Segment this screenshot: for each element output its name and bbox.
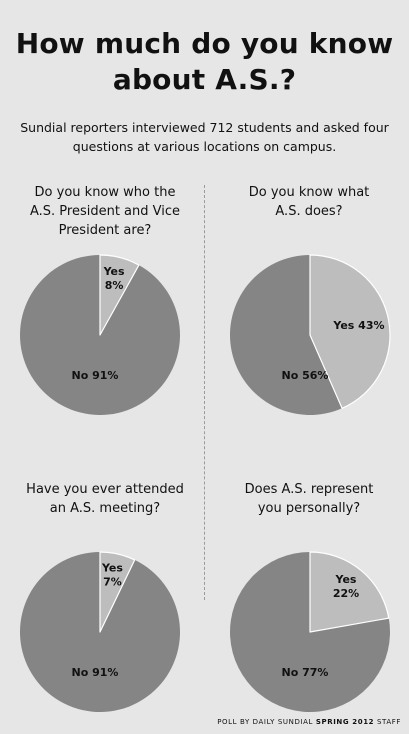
column-divider <box>204 185 205 600</box>
pie-1-no-label: No 91% <box>72 369 119 382</box>
pie-1-yes-slice <box>99 254 140 336</box>
pie-3-no-label: No 91% <box>72 666 119 679</box>
question-3-line-2: an A.S. meeting? <box>49 501 161 516</box>
credit-bold: SPRING 2012 <box>315 718 375 726</box>
question-3: Have you ever attended an A.S. meeting? <box>10 480 200 518</box>
question-2-line-2: A.S. does? <box>275 204 343 219</box>
question-2: Do you know what A.S. does? <box>214 183 404 221</box>
title-line-1: How much do you know <box>15 27 394 60</box>
infographic-title: How much do you know about A.S.? <box>0 26 409 98</box>
subtitle-line-1: Sundial reporters interviewed 712 studen… <box>20 120 389 135</box>
pie-2-no-label: No 56% <box>282 369 329 382</box>
pie-4-no-label: No 77% <box>282 666 329 679</box>
question-4: Does A.S. represent you personally? <box>214 480 404 518</box>
question-1-line-1: Do you know who the <box>34 185 176 200</box>
pie-3-yes-value: 7% <box>103 575 122 588</box>
pie-3-yes-slice <box>99 551 136 633</box>
question-1: Do you know who the A.S. President and V… <box>10 183 200 240</box>
title-line-2: about A.S.? <box>112 63 297 96</box>
question-1-line-2: A.S. President and Vice <box>29 204 181 219</box>
pie-3-yes-label: Yes <box>101 561 123 574</box>
credit-part-1: POLL BY DAILY SUNDIAL <box>217 718 314 726</box>
pie-1-yes-value: 8% <box>105 279 124 292</box>
pie-2-yes-label: Yes 43% <box>332 319 384 332</box>
question-2-line-1: Do you know what <box>248 185 370 200</box>
question-1-line-3: President are? <box>58 223 152 238</box>
question-3-line-1: Have you ever attended <box>26 482 184 497</box>
pie-2-no-slice <box>230 255 343 415</box>
pie-4-yes-slice <box>309 551 390 633</box>
pie-chart-2: Yes 43% No 56% <box>230 254 391 415</box>
poll-credit: POLL BY DAILY SUNDIAL SPRING 2012 STAFF <box>217 718 401 726</box>
pie-4-yes-label: Yes <box>335 573 357 586</box>
pie-1-yes-label: Yes <box>103 265 125 278</box>
credit-part-2: STAFF <box>376 718 401 726</box>
pie-4-yes-value: 22% <box>333 587 359 600</box>
question-4-line-2: you personally? <box>257 501 361 516</box>
infographic-subtitle: Sundial reporters interviewed 712 studen… <box>0 118 409 156</box>
subtitle-line-2: questions at various locations on campus… <box>72 139 337 154</box>
pie-2-yes-slice <box>309 254 391 409</box>
question-4-line-1: Does A.S. represent <box>244 482 374 497</box>
